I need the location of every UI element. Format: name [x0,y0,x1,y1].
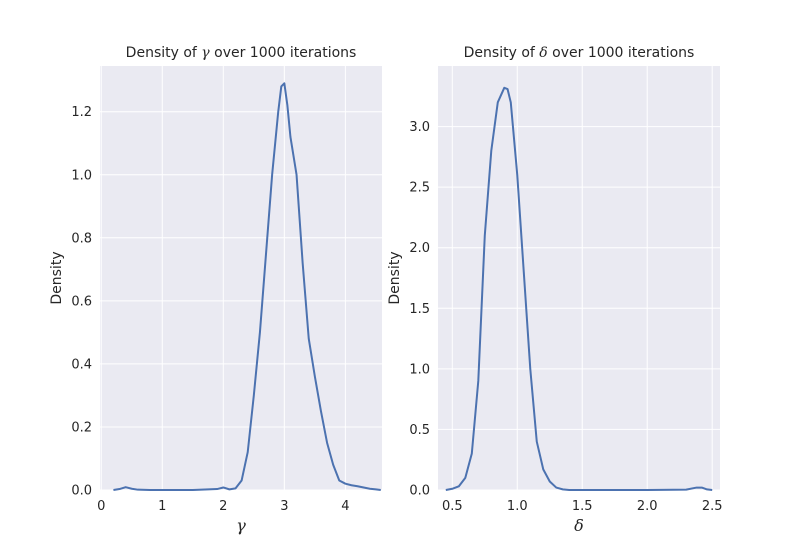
gamma-y-axis-label: Density [49,251,65,304]
gamma-density-panel: 0 1 2 3 4 0.0 0.2 0.4 0.6 0.8 1.0 1.2 Density of γ… [49,45,382,535]
delta-y-tick-label: 0.0 [409,484,430,499]
delta-plot-area [438,66,720,490]
delta-y-tick-label: 2.0 [409,241,430,256]
gamma-x-tick-label: 3 [280,499,288,514]
gamma-x-axis-label: γ [236,516,246,535]
gamma-y-tick-label: 0.2 [71,420,92,435]
delta-y-tick-label: 1.0 [409,362,430,377]
delta-density-panel: 0.5 1.0 1.5 2.0 2.5 0.0 0.5 1.0 1.5 2.0 2.5 3.0 De… [387,45,723,535]
delta-y-tick-label: 3.0 [409,120,430,135]
delta-chart-title: Density of δ over 1000 iterations [464,45,695,61]
delta-y-ticks: 0.0 0.5 1.0 1.5 2.0 2.5 3.0 [409,120,430,498]
gamma-density-curve [113,82,381,491]
gamma-x-tick-label: 0 [97,499,105,514]
gamma-x-tick-label: 2 [219,499,227,514]
delta-x-tick-label: 2.0 [637,499,658,514]
gamma-x-tick-label: 4 [341,499,349,514]
gamma-plot-area [100,66,382,490]
gamma-y-tick-label: 0.0 [71,484,92,499]
gamma-y-tick-label: 0.4 [71,357,92,372]
delta-x-tick-label: 0.5 [442,499,463,514]
delta-x-tick-label: 2.5 [702,499,723,514]
gamma-y-tick-label: 1.2 [71,105,92,120]
delta-y-tick-label: 1.5 [409,302,430,317]
delta-density-curve [445,86,713,491]
gamma-y-tick-label: 0.8 [71,231,92,246]
gamma-x-ticks: 0 1 2 3 4 [97,499,349,514]
delta-x-axis-label: δ [574,516,584,535]
delta-y-axis-label: Density [387,251,403,304]
delta-x-tick-label: 1.5 [572,499,593,514]
gamma-y-tick-label: 0.6 [71,294,92,309]
gamma-y-tick-label: 1.0 [71,168,92,183]
delta-x-tick-label: 1.0 [507,499,528,514]
delta-y-tick-label: 2.5 [409,181,430,196]
gamma-y-ticks: 0.0 0.2 0.4 0.6 0.8 1.0 1.2 [71,105,92,498]
gamma-chart-title: Density of γ over 1000 iterations [126,45,357,61]
delta-y-tick-label: 0.5 [409,423,430,438]
gamma-x-tick-label: 1 [158,499,166,514]
delta-x-ticks: 0.5 1.0 1.5 2.0 2.5 [442,499,723,514]
